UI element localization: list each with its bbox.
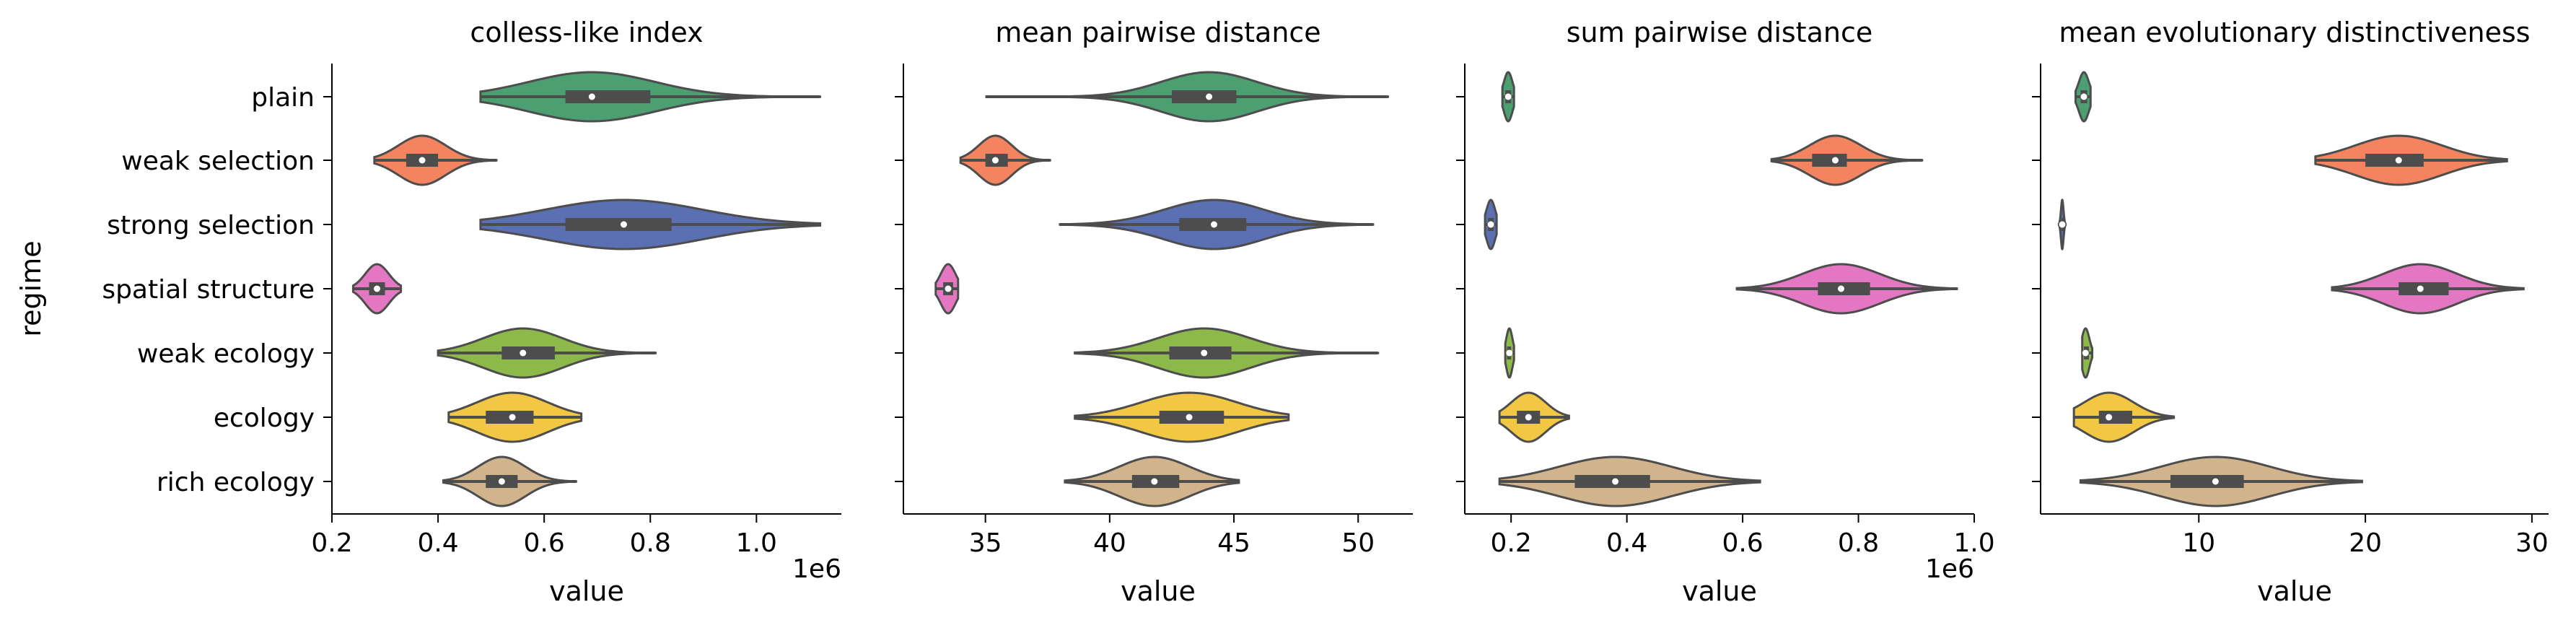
violin-iqr-box (565, 218, 672, 231)
violin-median-dot (1837, 285, 1844, 292)
y-tick-label: weak ecology (137, 339, 315, 369)
panel-title: mean pairwise distance (995, 17, 1320, 48)
violin-median-dot (945, 285, 952, 292)
violin-iqr-box (2170, 475, 2244, 488)
violin-median-dot (2082, 349, 2089, 357)
x-axis-label: value (549, 575, 624, 607)
x-tick-label: 20 (2349, 528, 2382, 558)
violin-iqr-box (2365, 154, 2424, 167)
x-axis-label: value (1121, 575, 1196, 607)
panel-title: sum pairwise distance (1567, 17, 1872, 48)
x-tick-label: 0.6 (1722, 528, 1763, 558)
violin-iqr-box (1171, 90, 1237, 103)
x-axis-label: value (1682, 575, 1757, 607)
violin-median-dot (1525, 414, 1532, 421)
panel-title: colless-like index (470, 17, 703, 48)
x-tick-label: 0.6 (524, 528, 565, 558)
x-tick-label: 50 (1341, 528, 1375, 558)
violin-median-dot (1831, 157, 1839, 164)
violin-iqr-box (565, 90, 651, 103)
violin-median-dot (498, 478, 505, 485)
violin-median-dot (419, 157, 426, 164)
y-tick-label: spatial structure (102, 275, 315, 305)
x-tick-label: 0.8 (1838, 528, 1879, 558)
violin-median-dot (1487, 221, 1494, 228)
x-axis-label: value (2257, 575, 2332, 607)
violin-median-dot (991, 157, 999, 164)
y-tick-label: ecology (214, 404, 315, 433)
violin-iqr-box (501, 346, 555, 359)
violin-median-dot (2059, 221, 2066, 228)
violin-median-dot (2080, 93, 2087, 100)
violin-median-dot (2106, 414, 2113, 421)
x-tick-label: 30 (2515, 528, 2549, 558)
violin-iqr-box (2098, 411, 2132, 424)
y-tick-label: strong selection (107, 211, 315, 240)
x-tick-label: 40 (1093, 528, 1126, 558)
x-tick-label: 45 (1217, 528, 1250, 558)
violin-median-dot (1186, 414, 1193, 421)
violin-median-dot (2417, 285, 2424, 292)
y-tick-label: weak selection (121, 147, 315, 176)
violin-iqr-box (2398, 282, 2449, 295)
y-axis-label: regime (15, 240, 47, 336)
violin-median-dot (2395, 157, 2402, 164)
x-tick-label: 10 (2182, 528, 2215, 558)
violin-median-dot (588, 93, 595, 100)
violin-median-dot (1201, 349, 1208, 357)
x-tick-label: 0.4 (417, 528, 458, 558)
violin-median-dot (2212, 478, 2219, 485)
violin-iqr-box (1812, 154, 1847, 167)
x-offset-text: 1e6 (1925, 554, 1974, 584)
violin-median-dot (1612, 478, 1619, 485)
violin-median-dot (1151, 478, 1158, 485)
violin-median-dot (1504, 93, 1512, 100)
violin-median-dot (374, 285, 381, 292)
x-tick-label: 0.2 (311, 528, 352, 558)
violin-median-dot (1210, 221, 1217, 228)
x-tick-label: 0.8 (630, 528, 671, 558)
y-tick-label: plain (251, 83, 315, 113)
violin-iqr-box (1169, 346, 1232, 359)
panel-title: mean evolutionary distinctiveness (2059, 17, 2530, 48)
violin-median-dot (1506, 349, 1513, 357)
x-tick-label: 0.2 (1491, 528, 1532, 558)
violin-median-dot (1206, 93, 1213, 100)
x-tick-label: 0.4 (1606, 528, 1647, 558)
x-tick-label: 1.0 (736, 528, 777, 558)
violin-median-dot (520, 349, 527, 357)
violin-median-dot (509, 414, 516, 421)
violin-median-dot (620, 221, 627, 228)
x-offset-text: 1e6 (792, 554, 841, 584)
x-tick-label: 35 (969, 528, 1002, 558)
y-tick-label: rich ecology (157, 468, 315, 497)
x-tick-label: 1.0 (1953, 528, 1994, 558)
